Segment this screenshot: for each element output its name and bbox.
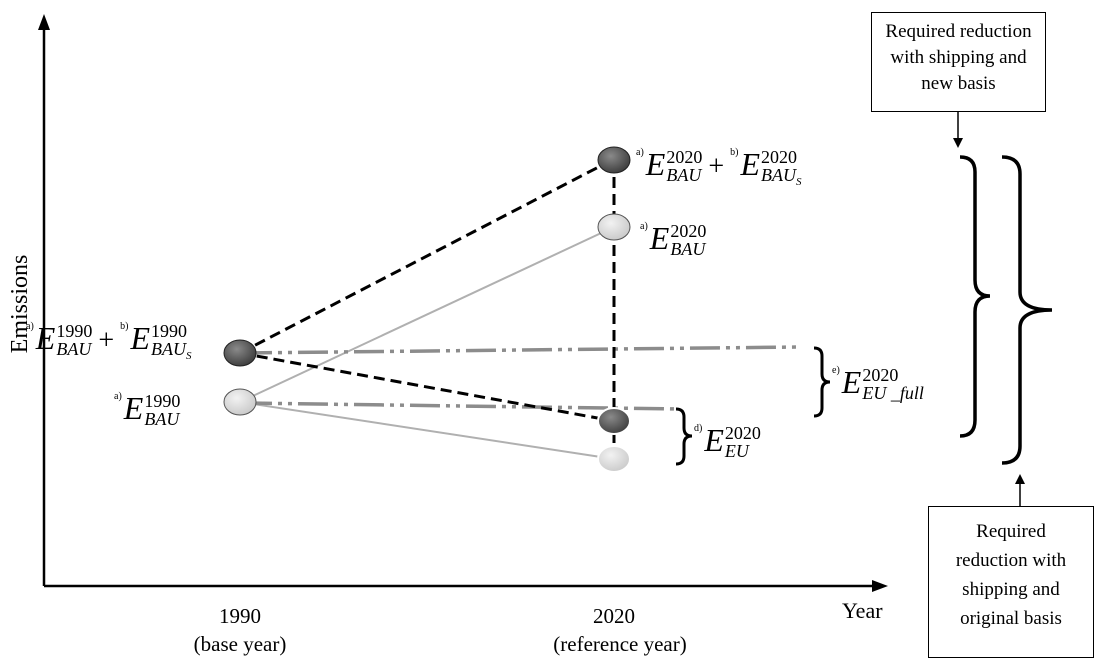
x-axis-label: Year [842,598,883,623]
label-bau-1990: a)E 1990 BAU [114,390,181,429]
node-eu-2020 [597,445,631,473]
original-basis-annotation-box: Required reduction with shipping and ori… [928,506,1094,658]
new-basis-annotation-box: Required reduction with shipping and new… [871,12,1046,112]
node-bau-1990 [223,388,257,416]
node-bau-shipping-1990 [223,339,257,367]
original-basis-line-1: Required [976,521,1046,542]
original-basis-line-4: original basis [960,608,1062,629]
eu-full-bracket [813,346,831,418]
bottom-box-arrowhead [1015,474,1025,484]
tick-1990-year: 1990 [219,604,261,628]
x-axis-arrowhead [872,580,888,592]
eu-original-trajectory-line [239,401,615,460]
original-basis-line-3: shipping and [962,579,1060,600]
label-bau-2020: a)E 2020 BAU [640,220,707,259]
label-eu-full: e)E 2020 EU _full [832,364,924,403]
node-bau-2020 [597,213,631,241]
top-box-arrowhead [953,138,963,148]
original-basis-brace [1001,155,1053,465]
tick-2020-year: 2020 [593,604,635,628]
bau-trajectory-line [239,226,615,403]
tick-2020-note: (reference year) [553,632,687,656]
base-1990-reference-line [241,401,681,411]
bau-shipping-trajectory-line [239,157,615,355]
y-axis-arrowhead [38,14,50,30]
label-bau-shipping-2020: a)E 2020 BAU + b)E 2020 BAUS [636,146,802,189]
original-basis-line-2: reduction with [955,550,1067,571]
new-basis-line-3: new basis [921,73,996,94]
node-bau-shipping-2020 [597,146,631,174]
new-basis-brace [959,155,991,438]
new-basis-line-1: Required reduction [885,21,1032,42]
node-eu-shipping-2020 [597,407,631,435]
label-eu: d)E 2020 EU [694,422,761,461]
eu-bracket [675,407,693,466]
label-bau-shipping-1990: a)E 1990 BAU + b)E 1990 BAUS [26,320,192,363]
new-basis-line-2: with shipping and [890,47,1027,68]
eu-shipping-trajectory-line [239,351,615,423]
tick-1990-note: (base year) [193,632,287,656]
base-1990-total-reference-line [241,345,801,355]
